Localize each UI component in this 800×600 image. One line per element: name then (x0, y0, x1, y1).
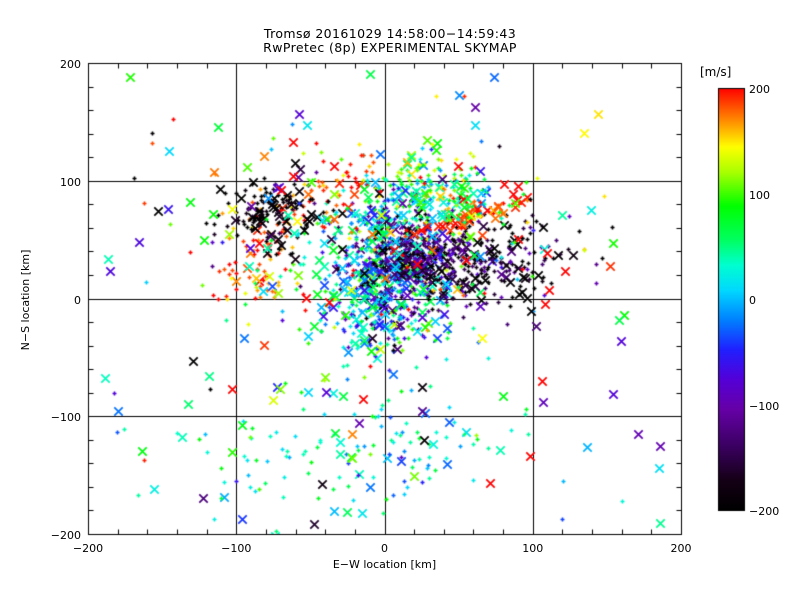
x-tick-label: 200 (670, 542, 692, 555)
y-axis-label: N−S location [km] (19, 249, 32, 351)
colorbar-tick-label: 0 (749, 294, 756, 307)
y-tick-label: −100 (50, 411, 81, 425)
colorbar-tick-label: −100 (749, 399, 780, 413)
x-tick-label: −200 (72, 542, 104, 555)
colorbar-tick-label: 200 (749, 83, 770, 96)
y-tick-label: 200 (60, 58, 81, 71)
plot-title-line-1: Tromsø 20161029 14:58:00−14:59:43 (263, 26, 517, 41)
x-tick-label: −100 (221, 542, 252, 555)
x-tick-label: 0 (381, 542, 388, 555)
colorbar-tick-label: −200 (749, 505, 780, 518)
y-tick-label: 100 (60, 175, 81, 189)
y-tick-label: 0 (74, 293, 81, 307)
plot-title-line-2: RwPretec (8p) EXPERIMENTAL SKYMAP (263, 40, 517, 55)
x-axis-label: E−W location [km] (332, 558, 437, 571)
colorbar-tick-label: 100 (749, 188, 770, 202)
colorbar-unit-label: [m/s] (700, 65, 732, 79)
x-tick-label: 100 (522, 542, 544, 555)
y-tick-label: −200 (50, 529, 81, 542)
